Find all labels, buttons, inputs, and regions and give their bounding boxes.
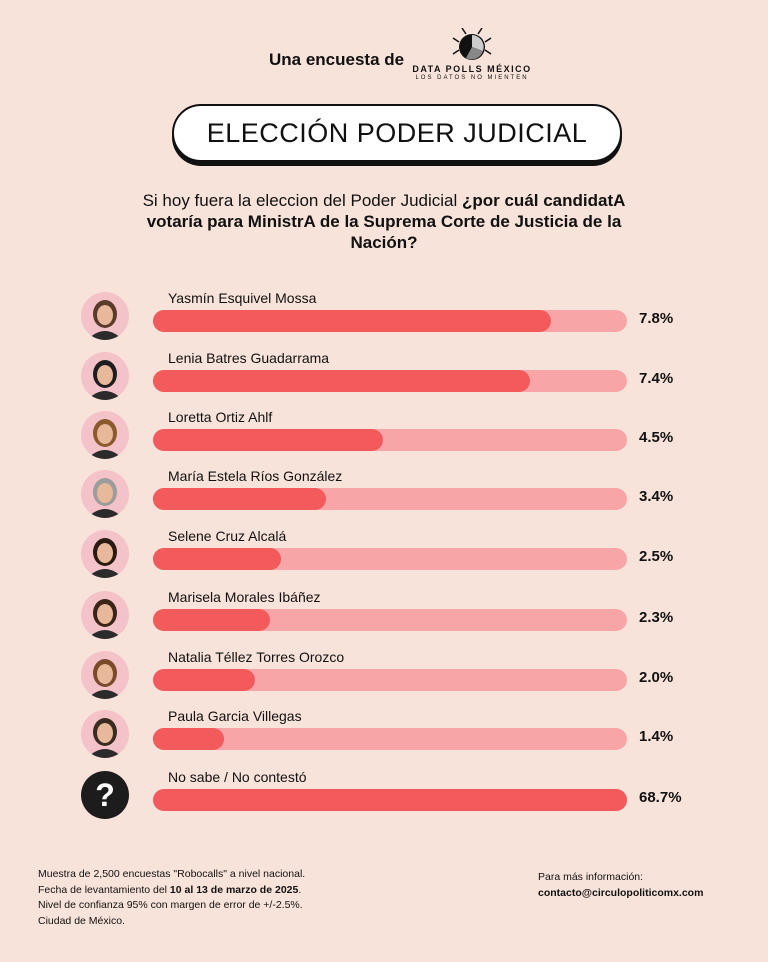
bar-row: ? No sabe / No contestó 68.7%	[0, 769, 768, 831]
sample-line: Muestra de 2,500 encuestas "Robocalls" a…	[38, 868, 306, 880]
bar-value-label: 7.4%	[639, 370, 674, 387]
contact-info: Para más información: contacto@circulopo…	[538, 869, 703, 901]
bar	[153, 789, 627, 811]
header: Una encuesta de DATA POLLS MÉXICO LOS DA…	[0, 28, 768, 88]
bar-label: Marisela Morales Ibáñez	[168, 589, 321, 605]
bar-label: Loretta Ortiz Ahlf	[168, 409, 273, 425]
location-line: Ciudad de México.	[38, 914, 125, 927]
bar-value-label: 2.0%	[639, 669, 674, 686]
candidate-avatar	[81, 710, 129, 758]
question-emphasis: ¿por cuál candidatA votaría para Ministr…	[146, 191, 626, 252]
bar-value-label: 3.4%	[639, 488, 674, 505]
candidate-avatar	[81, 292, 129, 340]
bar-value-label: 68.7%	[639, 789, 682, 806]
bar-track	[153, 669, 627, 691]
question-mark-icon: ?	[81, 771, 129, 819]
candidate-avatar	[81, 352, 129, 400]
question-intro: Si hoy fuera la eleccion del Poder Judic…	[142, 191, 462, 210]
brand-tagline: LOS DATOS NO MIENTEN	[415, 75, 529, 81]
bar	[153, 429, 383, 451]
bar-label: Yasmín Esquivel Mossa	[168, 290, 317, 306]
bar	[153, 609, 271, 631]
bar-label: María Estela Ríos González	[168, 468, 343, 484]
methodology-note: Muestra de 2,500 encuestas "Robocalls" a…	[38, 867, 305, 929]
survey-question: Si hoy fuera la eleccion del Poder Judic…	[120, 190, 648, 253]
page-title: ELECCIÓN PODER JUDICIAL	[172, 104, 622, 162]
bar-row: Marisela Morales Ibáñez 2.3%	[0, 589, 768, 651]
bar	[153, 370, 531, 392]
bar	[153, 669, 255, 691]
candidate-avatar	[81, 591, 129, 639]
bar-row: Yasmín Esquivel Mossa 7.8%	[0, 290, 768, 352]
bar-row: Paula Garcia Villegas 1.4%	[0, 708, 768, 770]
svg-text:?: ?	[95, 777, 115, 813]
bar-value-label: 4.5%	[639, 429, 674, 446]
bar-value-label: 2.3%	[639, 609, 674, 626]
bar-row: Natalia Téllez Torres Orozco 2.0%	[0, 649, 768, 711]
bar-value-label: 2.5%	[639, 548, 674, 565]
bar-value-label: 1.4%	[639, 728, 674, 745]
bar	[153, 728, 225, 750]
candidate-avatar	[81, 530, 129, 578]
confidence-line: Nivel de confianza 95% con margen de err…	[38, 899, 303, 911]
bar-label: Paula Garcia Villegas	[168, 708, 302, 724]
bar	[153, 310, 551, 332]
info-label: Para más información:	[538, 871, 644, 883]
bar	[153, 488, 327, 510]
bar	[153, 548, 281, 570]
date-line: Fecha de levantamiento del 10 al 13 de m…	[38, 883, 302, 896]
bar-row: Loretta Ortiz Ahlf 4.5%	[0, 409, 768, 471]
bar-value-label: 7.8%	[639, 310, 674, 327]
bar-row: Lenia Batres Guadarrama 7.4%	[0, 350, 768, 412]
candidate-avatar	[81, 651, 129, 699]
bar-track	[153, 728, 627, 750]
intro-text: Una encuesta de	[269, 50, 405, 69]
bar-track	[153, 609, 627, 631]
bug-logo-icon	[452, 28, 492, 60]
bar-row: Selene Cruz Alcalá 2.5%	[0, 528, 768, 590]
bar-label: Natalia Téllez Torres Orozco	[168, 649, 345, 665]
brand-name: DATA POLLS MÉXICO	[412, 64, 532, 74]
candidate-avatar	[81, 411, 129, 459]
bar-label: Selene Cruz Alcalá	[168, 528, 287, 544]
contact-email[interactable]: contacto@circulopoliticomx.com	[538, 887, 704, 899]
candidate-avatar	[81, 470, 129, 518]
brand-logo: DATA POLLS MÉXICO LOS DATOS NO MIENTEN	[412, 28, 532, 88]
bar-label: No sabe / No contestó	[168, 769, 307, 785]
bar-label: Lenia Batres Guadarrama	[168, 350, 330, 366]
bar-row: María Estela Ríos González 3.4%	[0, 468, 768, 530]
